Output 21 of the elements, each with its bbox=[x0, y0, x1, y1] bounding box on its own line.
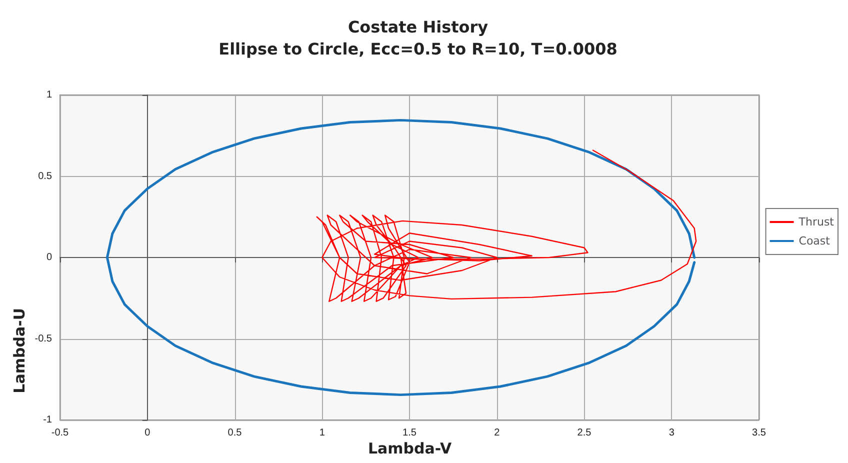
y-tick-label: 0.5 bbox=[38, 170, 52, 182]
line-series bbox=[316, 150, 697, 302]
y-tick-label: -1 bbox=[43, 414, 52, 426]
chart-title: Costate History bbox=[348, 18, 489, 36]
y-tick-label: 0 bbox=[46, 252, 52, 263]
y-tick-label: 1 bbox=[46, 90, 52, 100]
x-tick-label: 3.5 bbox=[752, 428, 766, 438]
x-tick-label: 0.5 bbox=[228, 428, 242, 438]
chart-subtitle: Ellipse to Circle, Ecc=0.5 to R=10, T=0.0008 bbox=[218, 40, 618, 58]
x-tick-label: 2.5 bbox=[577, 428, 592, 438]
line-series bbox=[106, 118, 696, 396]
legend-label: Thrust bbox=[798, 216, 835, 228]
x-tick-label: 1.5 bbox=[402, 428, 417, 438]
x-tick-label: 3 bbox=[668, 428, 675, 438]
x-tick-label: 2 bbox=[494, 428, 500, 438]
x-axis-title: Lambda-V bbox=[368, 440, 452, 458]
x-tick-label: 1 bbox=[319, 428, 326, 438]
x-tick-label: 0 bbox=[144, 428, 151, 438]
legend-label: Coast bbox=[798, 234, 831, 248]
y-axis-title: Lambda-U bbox=[10, 308, 28, 394]
y-tick-label: -0.5 bbox=[34, 333, 52, 344]
